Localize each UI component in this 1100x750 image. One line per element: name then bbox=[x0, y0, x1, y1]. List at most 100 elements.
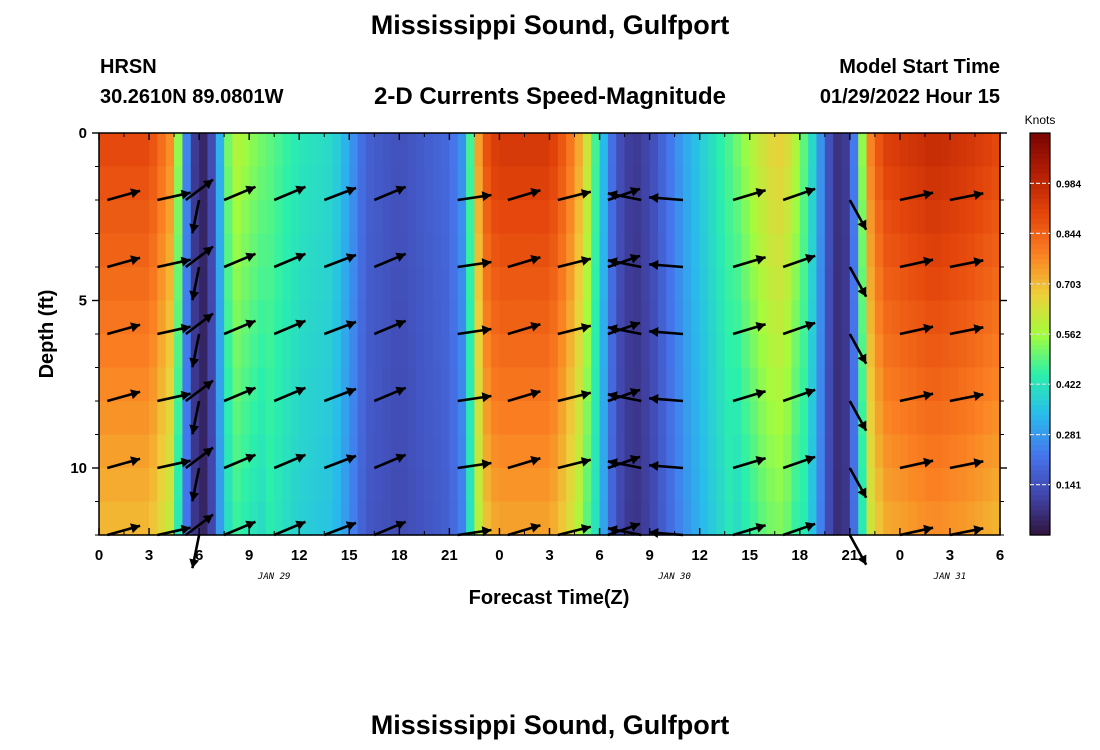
heatmap-cell bbox=[457, 468, 467, 503]
current-vector bbox=[949, 257, 984, 269]
heatmap-cell bbox=[474, 133, 484, 168]
heatmap-cell bbox=[599, 434, 609, 469]
heatmap-cell bbox=[824, 200, 834, 235]
heatmap-cell bbox=[791, 133, 801, 168]
heatmap-cell bbox=[466, 334, 476, 369]
vector-head bbox=[130, 389, 141, 400]
heatmap-cell bbox=[482, 133, 492, 168]
heatmap-cell bbox=[949, 334, 959, 369]
heatmap-cell bbox=[866, 133, 876, 168]
colorbar-segment bbox=[1030, 313, 1050, 320]
heatmap-cell bbox=[599, 401, 609, 436]
heatmap-cell bbox=[157, 233, 167, 268]
heatmap-cell bbox=[557, 233, 567, 268]
current-vector bbox=[106, 456, 141, 470]
heatmap-cell bbox=[132, 434, 142, 469]
heatmap-cell bbox=[382, 434, 392, 469]
heatmap-cell bbox=[741, 133, 751, 168]
heatmap-cell bbox=[574, 501, 584, 536]
current-vector bbox=[848, 199, 868, 231]
heatmap-cell bbox=[983, 300, 993, 335]
heatmap-cell bbox=[182, 501, 192, 536]
heatmap-cell bbox=[507, 267, 517, 302]
colorbar-segment bbox=[1030, 168, 1050, 174]
heatmap-cell bbox=[307, 501, 317, 536]
vector-head bbox=[607, 190, 618, 200]
heatmap-cell bbox=[140, 133, 150, 168]
heatmap-cell bbox=[541, 434, 551, 469]
heatmap-cell bbox=[657, 166, 667, 201]
heatmap-cell bbox=[449, 133, 459, 168]
heatmap-cell bbox=[758, 166, 767, 201]
heatmap-cell bbox=[624, 300, 634, 335]
colorbar-tick-label: 0.422 bbox=[1056, 380, 1081, 391]
heatmap-cell bbox=[182, 166, 192, 201]
heatmap-cell bbox=[349, 200, 359, 235]
heatmap-cell bbox=[240, 367, 250, 402]
heatmap-cell bbox=[716, 300, 726, 335]
heatmap-cell bbox=[416, 133, 425, 168]
heatmap-cell bbox=[557, 166, 567, 201]
heatmap-cell bbox=[390, 166, 400, 201]
vector-head bbox=[607, 324, 618, 334]
heatmap-cell bbox=[207, 367, 217, 402]
heatmap-cell bbox=[491, 367, 501, 402]
heatmap-cell bbox=[699, 367, 709, 402]
heatmap-cell bbox=[549, 300, 559, 335]
heatmap-cell bbox=[591, 334, 601, 369]
heatmap-cell bbox=[290, 267, 300, 302]
heatmap-cell bbox=[382, 300, 392, 335]
vector-head bbox=[481, 258, 492, 269]
vector-head bbox=[180, 189, 191, 200]
heatmap-cell bbox=[432, 166, 442, 201]
heatmap-cell bbox=[699, 233, 709, 268]
heatmap-cell bbox=[399, 367, 409, 402]
heatmap-cell bbox=[340, 267, 350, 302]
heatmap-cell bbox=[958, 166, 968, 201]
current-vector bbox=[457, 258, 492, 269]
heatmap-cell bbox=[599, 334, 609, 369]
heatmap-cell bbox=[190, 233, 200, 268]
heatmap-cell bbox=[315, 166, 325, 201]
heatmap-cell bbox=[858, 468, 868, 503]
heatmap-cell bbox=[399, 200, 409, 235]
heatmap-cell bbox=[649, 267, 659, 302]
current-vector bbox=[507, 255, 541, 269]
heatmap-cell bbox=[265, 501, 275, 536]
current-vector bbox=[782, 455, 816, 470]
heatmap-cell bbox=[899, 434, 909, 469]
heatmap-cell bbox=[883, 501, 893, 536]
heatmap-cell bbox=[708, 133, 717, 168]
heatmap-cell bbox=[491, 267, 501, 302]
heatmap-cell bbox=[265, 166, 275, 201]
vector-head bbox=[923, 457, 934, 468]
heatmap-cell bbox=[340, 468, 350, 503]
current-vector bbox=[782, 187, 816, 202]
vector-head bbox=[202, 514, 213, 524]
heatmap-cell bbox=[941, 166, 951, 201]
heatmap-cell bbox=[783, 200, 793, 235]
heatmap-cell bbox=[808, 434, 818, 469]
heatmap-cell bbox=[641, 133, 651, 168]
colorbar-segment bbox=[1030, 318, 1050, 325]
speed-heatmap bbox=[99, 133, 1001, 536]
heatmap-cell bbox=[766, 367, 776, 402]
colorbar-segment bbox=[1030, 339, 1050, 345]
heatmap-cell bbox=[274, 434, 284, 469]
heatmap-cell bbox=[115, 401, 125, 436]
heatmap-cell bbox=[616, 267, 626, 302]
heatmap-cell bbox=[758, 334, 767, 369]
heatmap-cell bbox=[874, 233, 884, 268]
heatmap-cell bbox=[357, 367, 367, 402]
heatmap-cell bbox=[365, 367, 375, 402]
heatmap-cell bbox=[491, 300, 501, 335]
heatmap-cell bbox=[482, 367, 492, 402]
heatmap-cell bbox=[666, 166, 676, 201]
colorbar-segment bbox=[1030, 273, 1050, 280]
heatmap-cell bbox=[682, 166, 692, 201]
heatmap-cell bbox=[883, 468, 893, 503]
x-tick-label: 3 bbox=[946, 547, 954, 564]
heatmap-cell bbox=[99, 133, 108, 168]
heatmap-cell bbox=[124, 133, 133, 168]
